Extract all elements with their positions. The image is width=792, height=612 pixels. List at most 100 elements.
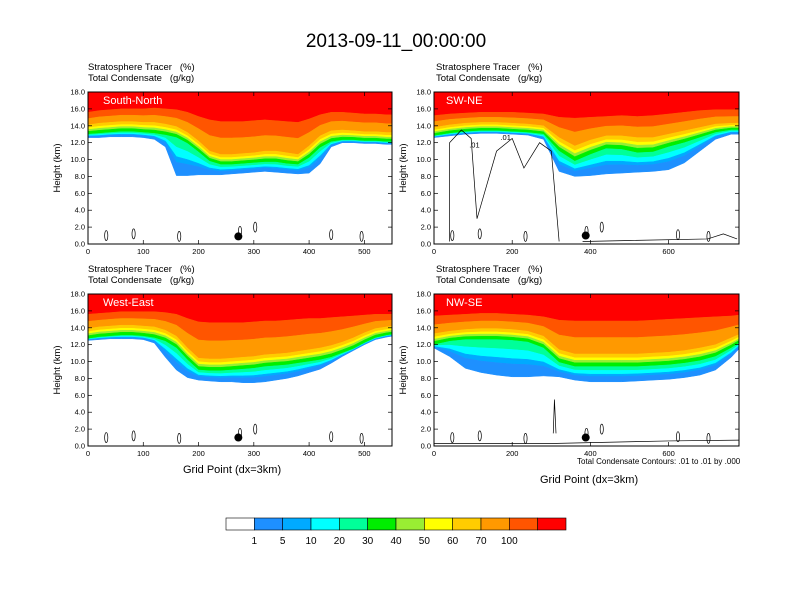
y-tick-label: 14.0 (416, 121, 431, 130)
y-tick-label: 2.0 (75, 223, 85, 232)
location-marker (581, 231, 590, 240)
x-tick-label: 400 (584, 247, 597, 256)
condensate-contour (131, 228, 136, 240)
condensate-contour (706, 231, 711, 242)
x-tick-label: 400 (584, 449, 597, 458)
colorbar-label: 30 (362, 536, 374, 547)
y-tick-label: 12.0 (416, 138, 431, 147)
x-tick-label: 300 (248, 247, 261, 256)
colorbar-label: 100 (501, 536, 518, 547)
panel-frame (433, 91, 740, 245)
y-tick-label: 8.0 (75, 172, 85, 181)
condensate-contour (329, 431, 334, 443)
y-tick-label: 8.0 (75, 374, 85, 383)
condensate-contour (582, 233, 738, 242)
panel-frame (433, 293, 740, 447)
condensate-contour (434, 439, 739, 444)
panel-3-meta: Stratosphere Tracer (%) Total Condensate… (88, 264, 195, 286)
y-tick-label: 12.0 (416, 340, 431, 349)
x-tick-label: 600 (662, 449, 675, 458)
contour-label: .01 (500, 133, 510, 142)
panel-4: 0.0 2.0 4.0 6.0 8.0 10.0 12.0 14.0 16.0 18.0 0 200 4… (398, 290, 740, 458)
x-tick-label: 200 (506, 449, 519, 458)
panel-title-nw-se: NW-SE (446, 297, 483, 309)
tracer-field (88, 294, 392, 444)
condensate-contour (359, 231, 364, 242)
panel-title-sw-ne: SW-NE (446, 95, 483, 107)
y-tick-label: 4.0 (421, 206, 431, 215)
condensate-label: Total Condensate (g/kg) (88, 275, 195, 286)
y-tick-label: 18.0 (416, 290, 431, 299)
y-axis-label: Height (km) (52, 345, 63, 394)
condensate-contour (676, 229, 680, 241)
y-tick-label: 12.0 (70, 138, 85, 147)
y-tick-label: 4.0 (421, 408, 431, 417)
x-tick-label: 0 (432, 247, 436, 256)
colorbar-swatch (310, 517, 340, 531)
contour-note: Total Condensate Contours: .01 to .01 by… (577, 457, 741, 466)
y-tick-label: 6.0 (421, 391, 431, 400)
condensate-contour (177, 231, 182, 242)
x-tick-label: 200 (192, 449, 205, 458)
condensate-contour (523, 433, 528, 444)
x-tick-label: 0 (86, 449, 90, 458)
condensate-contour (450, 230, 455, 241)
condensate-contour (177, 433, 182, 444)
condensate-contour (676, 431, 680, 443)
colorbar-label: 5 (280, 536, 286, 547)
y-tick-label: 18.0 (70, 88, 85, 97)
y-tick-label: 0.0 (75, 240, 85, 249)
band-blue (434, 132, 739, 177)
panel-title-south-north: South-North (103, 95, 163, 107)
colorbar-swatch (537, 517, 567, 531)
condensate-contour (131, 430, 136, 442)
x-tick-label: 600 (662, 247, 675, 256)
y-axis-label: Height (km) (398, 345, 409, 394)
colorbar-label: 60 (447, 536, 459, 547)
panel-frame (87, 293, 393, 447)
y-tick-label: 16.0 (70, 104, 85, 113)
colorbar-swatch (339, 517, 368, 531)
colorbar-swatch (225, 517, 255, 531)
condensate-contour (253, 423, 258, 435)
y-tick-label: 10.0 (416, 357, 431, 366)
condensate-label: Total Condensate (g/kg) (436, 275, 543, 286)
colorbar-label: 10 (305, 536, 317, 547)
condensate-contour (599, 423, 604, 435)
x-tick-label: 400 (303, 449, 316, 458)
tracer-field: .01 .01 (434, 92, 739, 242)
panel-title-west-east: West-East (103, 297, 154, 309)
colorbar-label: 1 (252, 536, 258, 547)
y-tick-label: 18.0 (70, 290, 85, 299)
condensate-contour (599, 221, 604, 233)
condensate-contour (104, 230, 109, 241)
y-tick-label: 2.0 (421, 223, 431, 232)
y-tick-label: 0.0 (421, 442, 431, 451)
colorbar-label: 40 (390, 536, 402, 547)
y-tick-label: 6.0 (75, 189, 85, 198)
tracer-field (88, 92, 392, 242)
y-tick-label: 4.0 (75, 408, 85, 417)
tracer-label: Stratosphere Tracer (%) (88, 62, 195, 73)
condensate-contour (523, 231, 528, 242)
colorbar-swatch (367, 517, 397, 531)
colorbar-label: 50 (419, 536, 431, 547)
condensate-contour (706, 433, 711, 444)
location-marker (234, 232, 243, 241)
y-axis-label: Height (km) (52, 143, 63, 192)
tracer-label: Stratosphere Tracer (%) (436, 264, 543, 275)
band-blue (88, 134, 392, 176)
x-tick-label: 200 (506, 247, 519, 256)
band-blue (88, 335, 392, 383)
x-tick-label: 400 (303, 247, 316, 256)
y-tick-label: 14.0 (70, 323, 85, 332)
colorbar-label: 70 (475, 536, 487, 547)
page-title: 2013-09-11_00:00:00 (305, 31, 487, 52)
colorbar-label: 20 (334, 536, 346, 547)
panel-1-meta: Stratosphere Tracer (%) Total Condensate… (88, 62, 195, 84)
y-tick-label: 16.0 (70, 306, 85, 315)
y-tick-label: 0.0 (75, 442, 85, 451)
y-tick-label: 2.0 (421, 425, 431, 434)
x-tick-label: 100 (137, 247, 150, 256)
colorbar-swatch (452, 517, 482, 531)
